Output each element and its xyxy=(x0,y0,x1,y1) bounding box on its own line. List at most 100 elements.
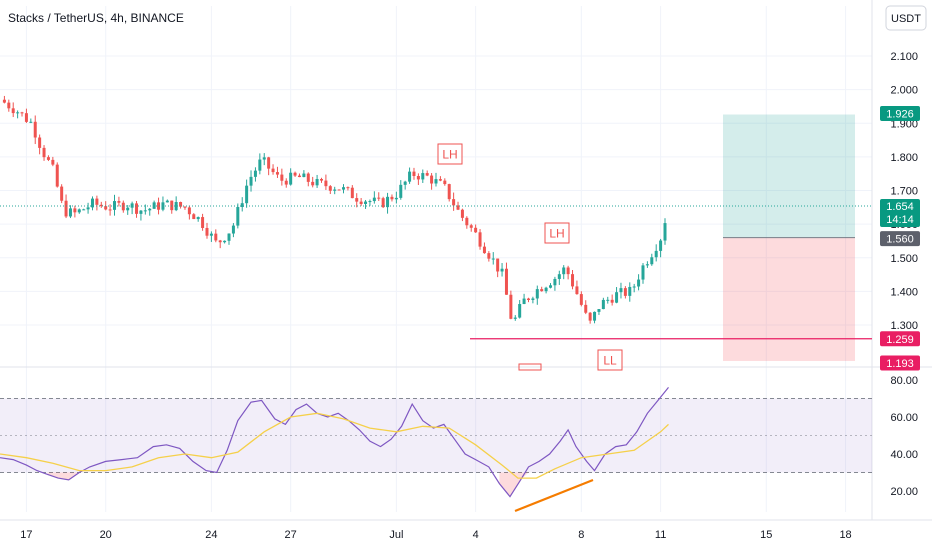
annotation-label: LH xyxy=(549,227,564,241)
time-axis-label: 8 xyxy=(578,529,584,541)
grid-lines xyxy=(0,0,932,521)
candle-body xyxy=(531,298,535,300)
candle-body xyxy=(24,113,28,122)
candle-body xyxy=(381,198,385,208)
support-price-tag-bg xyxy=(880,331,920,347)
candle-body xyxy=(306,173,310,182)
time-axis-label: 20 xyxy=(100,529,112,541)
candle-body xyxy=(68,208,72,217)
candle-body xyxy=(192,214,196,220)
candle-body xyxy=(350,187,354,199)
candle-body xyxy=(500,268,504,272)
rsi-ma-line xyxy=(0,412,669,479)
candle-body xyxy=(42,147,46,158)
candle-body xyxy=(11,108,15,114)
candle-body xyxy=(297,175,301,178)
candle-body xyxy=(434,179,438,184)
candle-body xyxy=(509,294,513,319)
candle-body xyxy=(632,286,636,288)
candle-body xyxy=(196,217,200,220)
price-axis-label: 1.500 xyxy=(890,253,918,265)
annotation-box-partial xyxy=(518,363,542,371)
candle-body xyxy=(460,209,464,218)
candle-body xyxy=(359,201,363,205)
stop-zone xyxy=(723,237,855,361)
entry-price-tag-bg xyxy=(880,231,920,247)
candle-body xyxy=(135,203,139,214)
candle-body xyxy=(29,121,33,123)
stop-price-tag-bg xyxy=(880,355,920,371)
candle-body xyxy=(342,187,346,190)
candle-body xyxy=(540,289,544,292)
candle-body xyxy=(601,299,605,310)
price-axis-label: 2.100 xyxy=(890,51,918,63)
candle-body xyxy=(465,217,469,226)
candle-body xyxy=(214,233,218,241)
candle-body xyxy=(408,171,412,182)
candle-body xyxy=(275,172,279,175)
candle-body xyxy=(628,286,632,296)
target-price-tag: 1.926 xyxy=(886,109,914,121)
candle-body xyxy=(170,200,174,211)
candle-body xyxy=(240,203,244,208)
annotation-box xyxy=(437,143,463,165)
candle-body xyxy=(293,172,297,176)
candle-body xyxy=(557,274,561,279)
price-axis-label: 1.900 xyxy=(890,118,918,130)
candle-body xyxy=(319,178,323,181)
candle-body xyxy=(289,172,293,185)
time-axis-label: 17 xyxy=(20,529,32,541)
candle-body xyxy=(584,304,588,313)
candle-body xyxy=(86,207,90,210)
time-axis-label: Jul xyxy=(389,529,403,541)
candle-body xyxy=(368,201,372,203)
candle-body xyxy=(218,240,222,243)
candle-body xyxy=(513,317,517,319)
candle-body xyxy=(487,253,491,259)
time-axis-label: 15 xyxy=(760,529,772,541)
candle-body xyxy=(496,258,500,272)
target-zone xyxy=(723,114,855,238)
candle-body xyxy=(386,196,390,208)
rsi-line xyxy=(0,387,669,498)
candle-body xyxy=(64,200,68,217)
candle-body xyxy=(117,201,121,203)
time-axis-label: 27 xyxy=(285,529,297,541)
candle-body xyxy=(258,159,262,171)
candle-body xyxy=(223,240,227,243)
candle-body xyxy=(355,198,359,202)
candle-body xyxy=(7,102,11,109)
candle-body xyxy=(108,209,112,211)
time-axis-label: 4 xyxy=(473,529,479,541)
target-price-tag-bg xyxy=(880,106,920,122)
bullish-divergence-line xyxy=(514,478,594,513)
candle-body xyxy=(174,202,178,211)
candle-body xyxy=(126,207,130,211)
candle-body xyxy=(104,206,108,210)
candle-body xyxy=(399,184,403,198)
candle-body xyxy=(518,304,522,318)
rsi-axis-label: 20.00 xyxy=(890,486,918,498)
candle-body xyxy=(549,285,553,288)
candle-body xyxy=(113,201,117,210)
candle-body xyxy=(249,176,253,186)
rsi-pane xyxy=(0,387,872,513)
candle-body xyxy=(2,99,6,103)
candle-body xyxy=(302,173,306,178)
candle-body xyxy=(82,209,86,211)
candle-body xyxy=(615,292,619,303)
candle-body xyxy=(148,208,152,211)
rsi-axis-label: 80.00 xyxy=(890,375,918,387)
axes: 2.1002.0001.9001.8001.7001.6001.5001.400… xyxy=(20,51,920,541)
candle-body xyxy=(390,196,394,200)
candle-body xyxy=(452,199,456,206)
annotation-box xyxy=(544,222,570,244)
price-axis-label: 1.400 xyxy=(890,286,918,298)
currency-button[interactable]: USDT xyxy=(885,5,927,31)
candle-body xyxy=(553,278,557,286)
candle-body xyxy=(201,217,205,228)
candle-body xyxy=(526,298,530,300)
candle-body xyxy=(364,201,368,205)
candle-body xyxy=(474,227,478,233)
